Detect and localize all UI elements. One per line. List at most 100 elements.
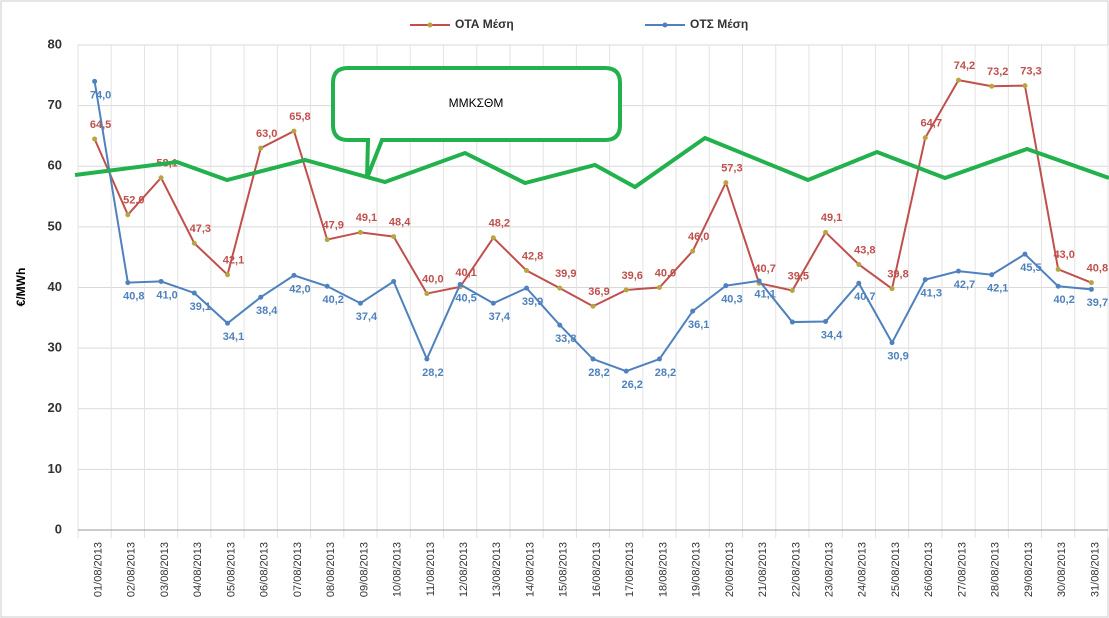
x-tick-label: 14/08/2013 bbox=[524, 542, 536, 597]
value-label: 49,1 bbox=[356, 212, 377, 224]
x-tick-label: 29/08/2013 bbox=[1023, 542, 1035, 597]
value-label: 40,8 bbox=[123, 291, 144, 303]
value-label: 37,4 bbox=[489, 311, 511, 323]
value-label: 40,2 bbox=[1053, 294, 1074, 306]
value-label: 39,1 bbox=[190, 301, 211, 313]
legend-marker bbox=[427, 22, 433, 28]
x-tick-label: 03/08/2013 bbox=[159, 542, 171, 597]
value-label: 41,3 bbox=[921, 288, 942, 300]
y-tick-label: 40 bbox=[48, 279, 62, 294]
value-label: 37,4 bbox=[356, 311, 378, 323]
point bbox=[324, 237, 330, 243]
value-label: 40,5 bbox=[455, 292, 476, 304]
point bbox=[92, 78, 98, 84]
x-tick-label: 11/08/2013 bbox=[425, 542, 437, 596]
callout bbox=[331, 66, 622, 179]
value-label: 57,3 bbox=[721, 163, 742, 175]
point bbox=[524, 268, 530, 274]
value-label: 39,7 bbox=[1087, 297, 1108, 309]
value-label: 73,3 bbox=[1020, 66, 1041, 78]
y-tick-label: 60 bbox=[48, 158, 62, 173]
value-label: 65,8 bbox=[289, 111, 310, 123]
value-label: 47,3 bbox=[190, 223, 211, 235]
x-tick-label: 10/08/2013 bbox=[392, 542, 404, 597]
value-label: 39,5 bbox=[788, 270, 809, 282]
y-tick-label: 50 bbox=[48, 218, 62, 233]
value-label: 48,4 bbox=[389, 216, 411, 228]
point bbox=[258, 294, 264, 300]
point bbox=[856, 261, 862, 267]
point bbox=[1088, 280, 1094, 286]
threshold-line bbox=[74, 135, 1109, 190]
point bbox=[690, 308, 696, 314]
point bbox=[158, 278, 164, 284]
point bbox=[357, 229, 363, 235]
point bbox=[291, 272, 297, 278]
point bbox=[191, 240, 197, 246]
point bbox=[225, 272, 231, 278]
value-label: 74,2 bbox=[954, 60, 975, 72]
value-label: 43,0 bbox=[1053, 249, 1074, 261]
point bbox=[656, 356, 662, 362]
value-label: 30,9 bbox=[887, 351, 908, 363]
x-tick-label: 15/08/2013 bbox=[558, 542, 570, 597]
value-label: 48,2 bbox=[489, 218, 510, 230]
x-tick-label: 23/08/2013 bbox=[823, 542, 835, 597]
value-label: 39,6 bbox=[622, 270, 643, 282]
x-tick-label: 22/08/2013 bbox=[790, 542, 802, 597]
value-label: 34,4 bbox=[821, 329, 843, 341]
point bbox=[590, 303, 596, 309]
point bbox=[557, 322, 563, 328]
x-tick-label: 30/08/2013 bbox=[1056, 542, 1068, 597]
value-label: 45,5 bbox=[1020, 262, 1041, 274]
point bbox=[357, 300, 363, 306]
y-tick-label: 20 bbox=[48, 400, 62, 415]
value-label: 36,1 bbox=[688, 319, 709, 331]
x-tick-label: 07/08/2013 bbox=[292, 542, 304, 597]
y-tick-label: 80 bbox=[48, 36, 62, 51]
point bbox=[623, 287, 629, 293]
point bbox=[823, 318, 829, 324]
point bbox=[125, 212, 131, 218]
value-label: 43,8 bbox=[854, 244, 875, 256]
x-tick-label: 17/08/2013 bbox=[624, 542, 636, 597]
value-label: 74,0 bbox=[90, 89, 111, 101]
point bbox=[789, 288, 795, 294]
y-tick-label: 30 bbox=[48, 340, 62, 355]
x-tick-label: 12/08/2013 bbox=[458, 542, 470, 597]
point bbox=[756, 278, 762, 284]
value-label: 41,0 bbox=[156, 289, 177, 301]
callout-text: ΜΜΚΣΘΜ bbox=[449, 96, 504, 110]
point bbox=[92, 136, 98, 142]
point bbox=[922, 277, 928, 283]
point bbox=[158, 175, 164, 181]
value-label: 42,7 bbox=[954, 279, 975, 291]
point bbox=[955, 77, 961, 83]
point bbox=[391, 234, 397, 240]
value-label: 39,9 bbox=[522, 296, 543, 308]
value-label: 26,2 bbox=[622, 379, 643, 391]
x-tick-label: 28/08/2013 bbox=[990, 542, 1002, 597]
point bbox=[723, 180, 729, 186]
value-label: 40,7 bbox=[854, 291, 875, 303]
x-tick-label: 18/08/2013 bbox=[657, 542, 669, 597]
point bbox=[1088, 286, 1094, 292]
y-axis-label: €/MWh bbox=[14, 268, 28, 307]
value-label: 40,3 bbox=[721, 294, 742, 306]
point bbox=[889, 340, 895, 346]
point bbox=[424, 356, 430, 362]
point bbox=[557, 285, 563, 291]
x-tick-label: 19/08/2013 bbox=[691, 542, 703, 597]
x-tick-label: 08/08/2013 bbox=[325, 542, 337, 597]
legend-marker bbox=[662, 22, 668, 28]
value-label: 42,8 bbox=[522, 250, 543, 262]
point bbox=[856, 280, 862, 286]
point bbox=[191, 290, 197, 296]
point bbox=[291, 128, 297, 134]
point bbox=[490, 300, 496, 306]
value-label: 40,8 bbox=[1087, 263, 1108, 275]
point bbox=[524, 285, 530, 291]
value-label: 47,9 bbox=[322, 220, 343, 232]
value-label: 40,2 bbox=[322, 294, 343, 306]
point bbox=[457, 281, 463, 287]
